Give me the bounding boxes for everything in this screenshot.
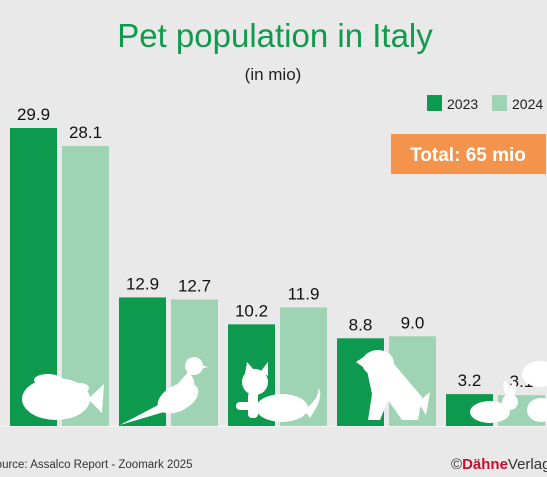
bird-icon xyxy=(120,357,208,425)
total-label: Total: 65 mio xyxy=(410,145,526,166)
rodent-icon xyxy=(522,361,547,422)
value-labels-layer: 29.928.112.9 12.710.211.98.8 9.03.2 3.1 xyxy=(17,105,533,391)
legend-label-2023: 2023 xyxy=(447,96,478,112)
chart-subtitle: (in mio) xyxy=(245,65,302,84)
brand-logo: ©DähneVerlag xyxy=(451,456,547,473)
brand-symbol: © xyxy=(451,456,462,473)
brand-name-bold: Dähne xyxy=(462,456,508,473)
legend: 2023 2024 xyxy=(427,95,543,112)
value-label-fish-2024: 28.1 xyxy=(69,123,102,142)
value-label-fish-2023: 29.9 xyxy=(17,105,50,124)
source-note: Source: Assalco Report - Zoomark 2025 xyxy=(0,459,193,471)
legend-label-2024: 2024 xyxy=(512,96,543,112)
legend-swatch-2023 xyxy=(427,95,442,111)
brand-name-rest: Verlag xyxy=(508,456,547,473)
chart-baseline xyxy=(0,426,547,427)
dog-icon xyxy=(356,350,430,420)
value-label-cats-2024: 11.9 xyxy=(288,284,320,303)
rabbit-icon xyxy=(470,381,518,423)
pet-silhouettes xyxy=(22,350,547,425)
chart-title: Pet population in Italy xyxy=(117,17,433,54)
total-badge: Total: 65 mio xyxy=(391,134,546,174)
value-label-dogs-2024: 9.0 xyxy=(401,313,425,332)
value-label-dogs-2023: 8.8 xyxy=(349,315,373,334)
value-label-birds-2023: 12.9 xyxy=(126,274,159,293)
total-box xyxy=(391,134,546,174)
value-label-small-mammals-2023: 3.2 xyxy=(458,371,482,390)
value-label-cats-2023: 10.2 xyxy=(235,301,268,320)
value-label-birds-2024: 12.7 xyxy=(178,276,211,295)
fish-icon xyxy=(22,374,104,420)
legend-swatch-2024 xyxy=(492,95,507,111)
bar-fish-2024 xyxy=(62,145,109,427)
cat-icon xyxy=(236,362,321,422)
